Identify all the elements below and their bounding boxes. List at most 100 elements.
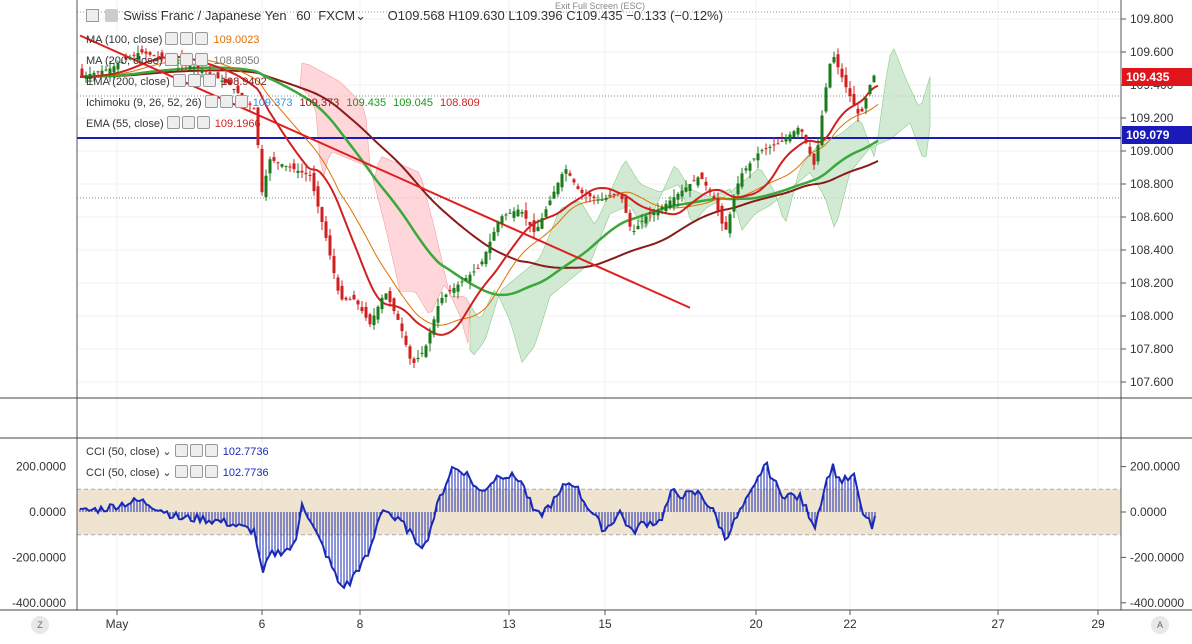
candle-body (204, 70, 208, 72)
price-tick-label: 107.800 (1130, 342, 1174, 356)
candle-body (488, 241, 492, 254)
time-tick-label: 22 (843, 617, 857, 631)
candle-body (196, 64, 200, 68)
candle-body (860, 108, 864, 112)
candle-body (812, 153, 816, 165)
candle-body (328, 235, 332, 256)
candle-body (208, 72, 212, 74)
candle-body (736, 183, 740, 195)
legend-ma200[interactable]: MA (200, close) 108.8050 (86, 53, 260, 67)
candle-body (436, 306, 440, 323)
candle-body (376, 306, 380, 320)
candle-body (360, 307, 364, 312)
legend-value: 108.8050 (213, 55, 260, 67)
candle-body (124, 57, 128, 60)
eye-icon (165, 32, 179, 45)
candle-body (444, 294, 448, 298)
close-icon (202, 74, 216, 87)
candle-body (696, 177, 700, 186)
candle-body (624, 196, 628, 213)
candle-body (372, 315, 376, 326)
legend-ema55[interactable]: EMA (55, close) 109.1966 (86, 116, 261, 130)
time-tick-label: 6 (259, 617, 266, 631)
cloud-bullish (469, 48, 931, 363)
time-tick-label: May (106, 617, 129, 631)
candle-body (676, 193, 680, 200)
candle-body (716, 198, 720, 211)
candle-body (512, 211, 516, 218)
candle-body (656, 209, 660, 216)
legend-ma100[interactable]: MA (100, close) 109.0023 (86, 32, 260, 46)
candle-body (368, 314, 372, 325)
hline-price-tag[interactable]: 109.079 (1122, 126, 1192, 144)
candle-body (220, 80, 224, 82)
candle-body (128, 57, 132, 60)
eye-icon (204, 95, 218, 108)
candle-body (584, 193, 588, 195)
candle-body (608, 195, 612, 197)
candle-body (392, 298, 396, 312)
candle-body (836, 54, 840, 68)
auto-scale-icon[interactable]: A (1151, 616, 1169, 634)
candle-body (236, 85, 240, 93)
candle-body (552, 191, 556, 199)
candle-body (120, 61, 124, 63)
candle-body (520, 212, 524, 214)
candle-body (408, 346, 412, 359)
candle-body (544, 209, 548, 217)
ema55-line (79, 55, 879, 336)
legend-ema200[interactable]: EMA (200, close) 108.9402 (86, 74, 267, 88)
candle-body (516, 209, 520, 217)
candle-body (404, 335, 408, 345)
candle-body (692, 180, 696, 182)
exit-fullscreen-hint[interactable]: Exit Full Screen (ESC) (555, 1, 646, 11)
candle-body (276, 162, 280, 164)
candle-body (400, 323, 404, 332)
cci-tick-label: 200.0000 (16, 460, 66, 474)
candle-body (432, 319, 436, 335)
candle-body (756, 153, 760, 161)
exchange: FXCM (318, 8, 356, 23)
legend-ichimoku[interactable]: Ichimoku (9, 26, 52, 26) 109.373 109.373… (86, 95, 480, 109)
candle-body (864, 98, 868, 109)
eye-icon (172, 74, 186, 87)
cci-legend-1[interactable]: CCI (50, close) ⌄ 102.7736 (86, 444, 269, 458)
candle-body (744, 168, 748, 171)
zoom-icon[interactable]: Z (31, 616, 49, 634)
candle-body (752, 158, 756, 160)
candle-body (604, 198, 608, 200)
cci-legend-2[interactable]: CCI (50, close) ⌄ 102.7736 (86, 465, 269, 479)
candle-body (612, 194, 616, 196)
candle-body (440, 297, 444, 304)
candle-body (272, 157, 276, 161)
candle-body (316, 186, 320, 207)
candle-body (492, 231, 496, 241)
chevron-down-icon: ⌄ (162, 467, 172, 479)
collapse-icon[interactable] (86, 9, 99, 22)
candle-body (132, 54, 136, 56)
gear-icon (180, 53, 194, 66)
candle-body (364, 307, 368, 318)
candle-body (104, 69, 108, 71)
interval[interactable]: 60 (296, 8, 311, 23)
candle-body (428, 332, 432, 344)
candle-body (380, 297, 384, 310)
chevron-down-icon[interactable]: ⌄ (355, 8, 367, 23)
candle-body (420, 352, 424, 354)
candle-body (280, 164, 284, 167)
candle-body (452, 287, 456, 293)
candle-body (772, 144, 776, 146)
current-price-tag: 109.435 (1122, 68, 1192, 86)
candle-body (152, 55, 156, 57)
symbol-name[interactable]: Swiss Franc / Japanese Yen (123, 8, 287, 23)
eye-icon (174, 444, 188, 457)
legend-value: 109.1966 (214, 118, 261, 130)
candle-body (672, 197, 676, 206)
candle-body (228, 79, 232, 85)
candle-body (472, 271, 476, 273)
candle-body (576, 186, 580, 189)
cci-oscillator (77, 460, 1121, 590)
candle-body (224, 79, 228, 83)
cci-tick-label: -400.0000 (12, 596, 66, 610)
